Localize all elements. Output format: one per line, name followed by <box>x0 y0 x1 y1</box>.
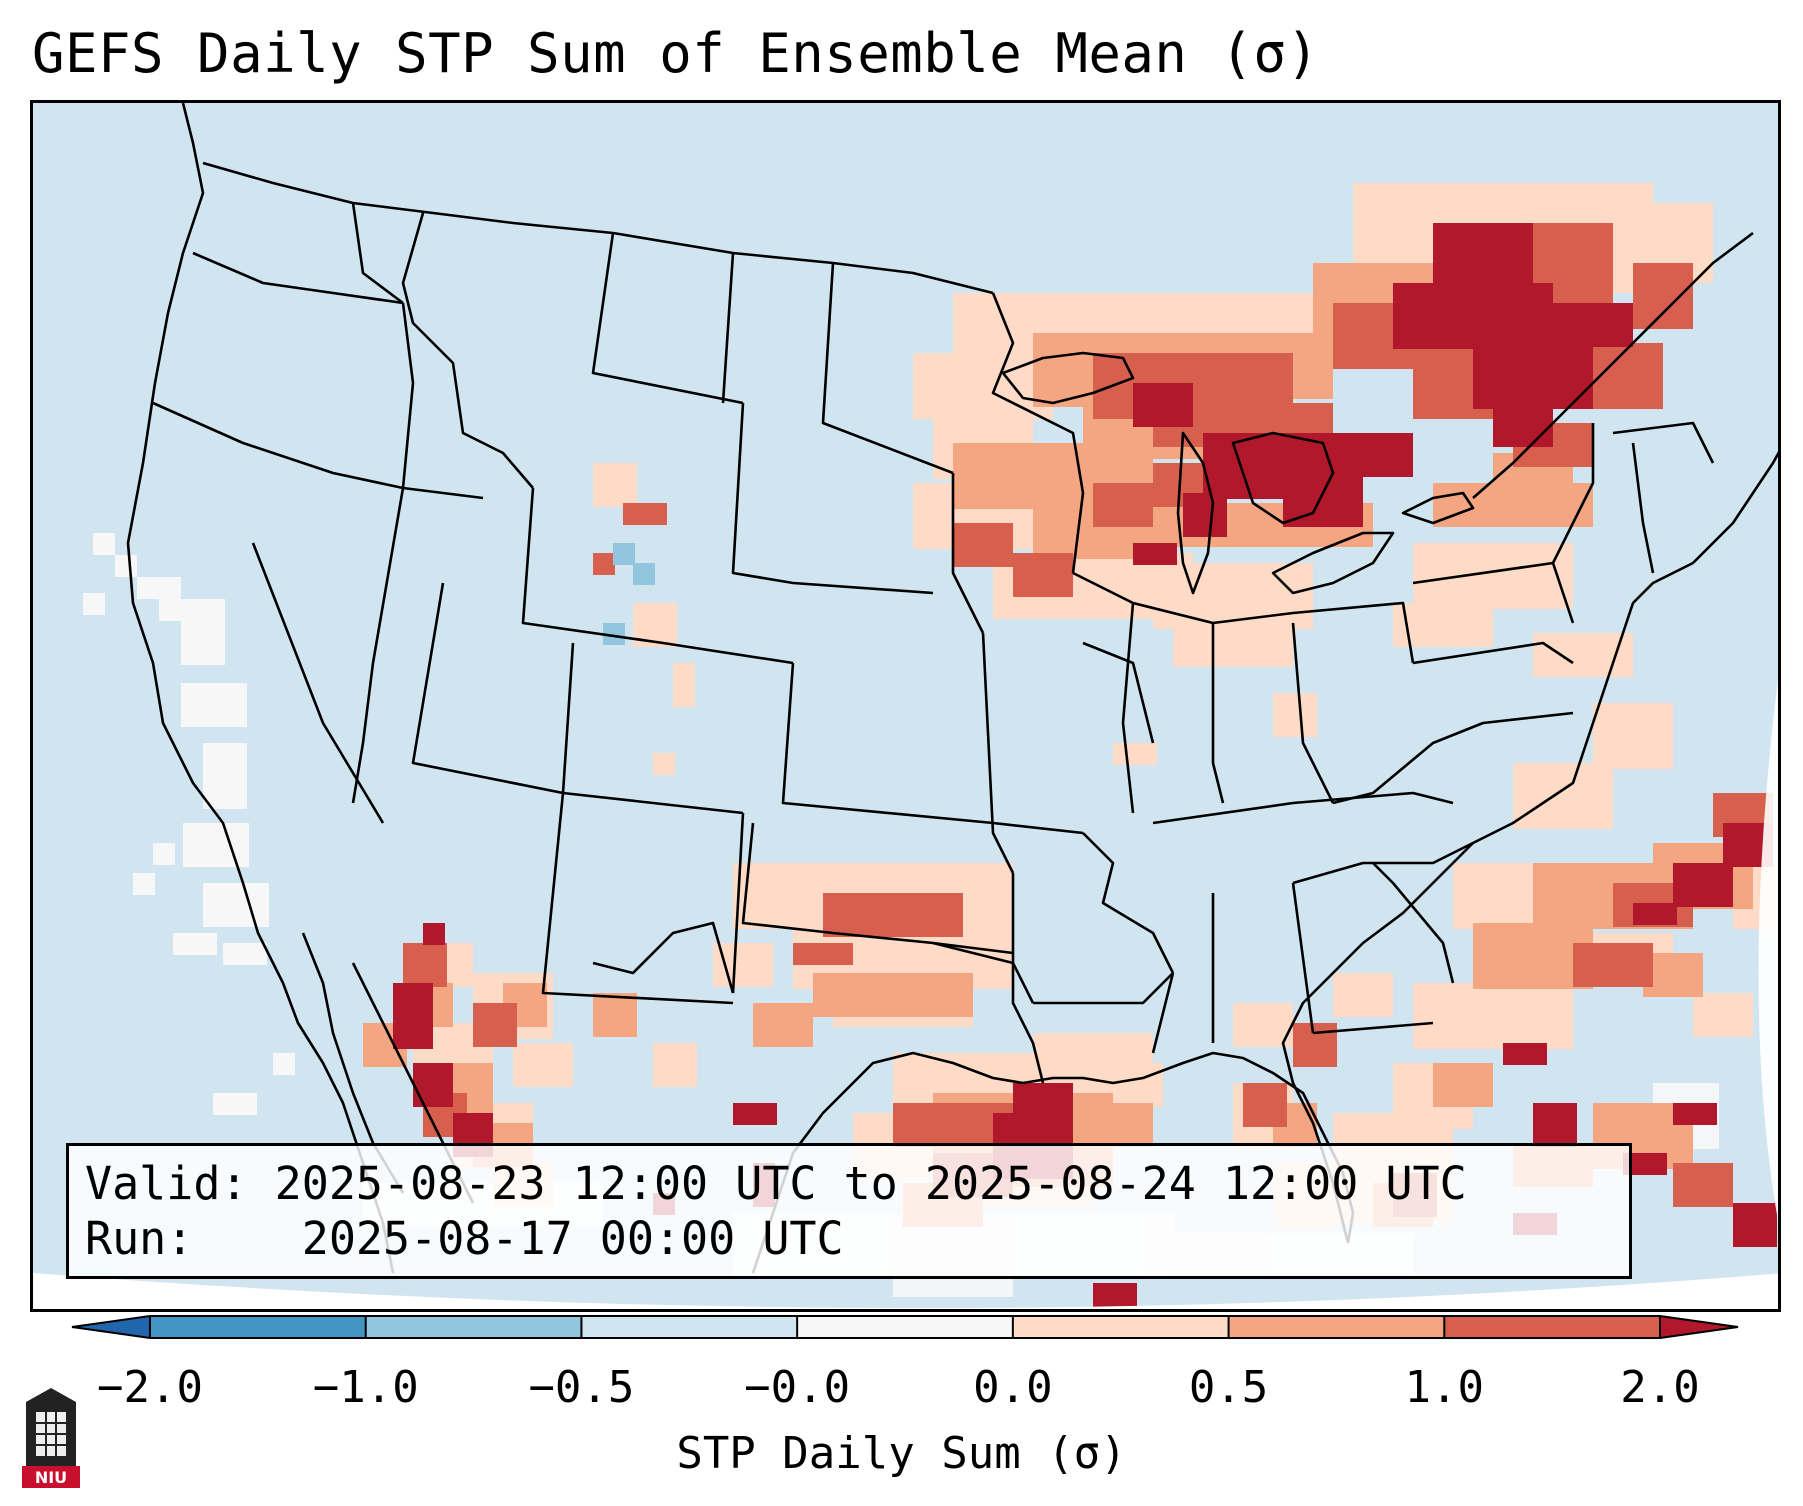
valid-text: 2025-08-23 12:00 UTC to 2025-08-24 12:00… <box>274 1157 1467 1210</box>
logo-banner <box>22 1466 80 1488</box>
colorbar-tick-label: −0.0 <box>744 1362 851 1413</box>
neutral-field-pacific <box>83 533 295 1115</box>
colorbar-tick-label: −2.0 <box>97 1362 203 1413</box>
colorbar-segment <box>365 1316 582 1338</box>
map-panel[interactable] <box>30 100 1781 1312</box>
anomaly-field-negative <box>603 543 655 645</box>
domain-edge-right <box>1758 679 1778 1221</box>
valid-run-box: Valid: 2025-08-23 12:00 UTC to 2025-08-2… <box>66 1143 1632 1279</box>
niu-logo: NIU <box>22 1388 80 1488</box>
colorbar-tick-label: 2.0 <box>1620 1362 1700 1413</box>
anomaly-field-very-strong <box>393 223 1777 1309</box>
colorbar-tick-label: −1.0 <box>312 1362 419 1413</box>
colorbar-tick-label: 0.0 <box>973 1362 1053 1413</box>
colorbar-segment <box>1012 1316 1230 1338</box>
run-line: Run: 2025-08-17 00:00 UTC <box>85 1211 1613 1266</box>
run-label: Run: <box>85 1212 194 1265</box>
colorbar <box>71 1315 1739 1339</box>
colorbar-tick-label: −0.5 <box>528 1362 635 1413</box>
valid-label: Valid: <box>85 1157 248 1210</box>
colorbar-label: STP Daily Sum (σ) <box>676 1428 1127 1479</box>
state-borders <box>152 161 1715 1084</box>
colorbar-tick-label: 0.5 <box>1188 1362 1269 1413</box>
logo-text: NIU <box>35 1468 67 1487</box>
colorbar-tick-label: 1.0 <box>1404 1362 1485 1413</box>
map-canvas <box>33 103 1778 1309</box>
run-text: 2025-08-17 00:00 UTC <box>301 1212 844 1265</box>
colorbar-extend-high <box>1660 1316 1738 1338</box>
colorbar-extend-low <box>72 1316 150 1338</box>
colorbar-segment <box>1444 1316 1661 1338</box>
colorbar-segment <box>797 1316 1014 1338</box>
valid-line: Valid: 2025-08-23 12:00 UTC to 2025-08-2… <box>85 1156 1613 1211</box>
domain-edge <box>33 1273 1778 1309</box>
colorbar-segment <box>581 1316 798 1338</box>
chart-title: GEFS Daily STP Sum of Ensemble Mean (σ) <box>32 22 1320 85</box>
colorbar-segment <box>1228 1316 1445 1338</box>
colorbar-segment <box>150 1316 367 1338</box>
